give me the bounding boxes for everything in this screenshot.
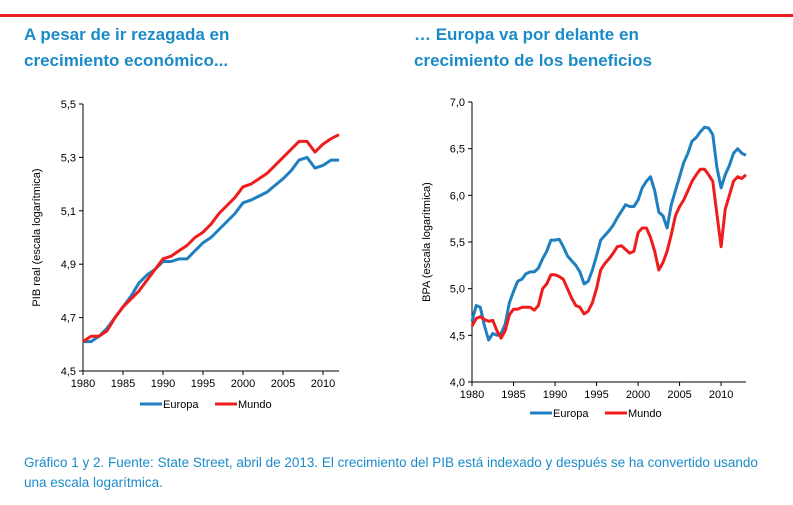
legend-label-mundo: Mundo [628, 408, 662, 420]
x-tick-label: 2010 [311, 378, 335, 390]
x-tick-label: 2000 [626, 389, 650, 401]
y-tick-label: 4,5 [61, 366, 76, 378]
series-line-europa [470, 125, 747, 342]
x-tick-label: 1985 [501, 389, 525, 401]
x-tick-label: 2005 [271, 378, 295, 390]
y-tick-label: 6,0 [450, 190, 465, 202]
figure-caption: Gráfico 1 y 2. Fuente: State Street, abr… [24, 455, 758, 490]
y-tick-label: 4,9 [61, 259, 76, 271]
chart-1: 4,5 4,7 4,9 5,1 5,3 5,5 1980 1985 1990 1995 2000 20… [31, 99, 340, 411]
right-chart-title: … Europa va por delante en crecimiento d… [414, 22, 652, 74]
x-tick-label: 1980 [460, 389, 484, 401]
chart-2: 4,0 4,5 5,0 5,5 6,0 6,5 7,0 1980 1985 1990 1995 200… [421, 97, 747, 420]
x-tick-label: 1985 [111, 378, 135, 390]
y-tick-label: 5,3 [61, 152, 76, 164]
y-tick-label: 5,1 [61, 206, 76, 218]
y-tick-label: 6,5 [450, 144, 465, 156]
legend-label-mundo: Mundo [238, 399, 272, 411]
y-tick-label: 4,7 [61, 313, 76, 325]
y-tick-label: 5,5 [61, 99, 76, 111]
y-axis-label: BPA (escala logarítmica) [421, 182, 433, 302]
x-tick-label: 1990 [543, 389, 567, 401]
left-title-line-2: crecimiento económico... [24, 51, 229, 70]
legend-label-europa: Europa [553, 408, 589, 420]
x-tick-label: 1995 [191, 378, 215, 390]
header-accent-line [0, 14, 793, 17]
series-line-europa [83, 155, 339, 344]
x-tick-label: 1995 [584, 389, 608, 401]
x-tick-label: 2000 [231, 378, 255, 390]
left-chart-title: A pesar de ir rezagada en crecimiento ec… [24, 22, 229, 74]
x-tick-label: 2005 [667, 389, 691, 401]
y-tick-label: 4,5 [450, 330, 465, 342]
left-title-line-1: A pesar de ir rezagada en [24, 25, 230, 44]
y-axis-label: PIB real (escala logarítmica) [31, 168, 43, 306]
x-tick-label: 2010 [709, 389, 733, 401]
series-line-mundo [82, 133, 340, 343]
right-title-line-1: … Europa va por delante en [414, 25, 639, 44]
right-title-line-2: crecimiento de los beneficios [414, 51, 653, 70]
series-line-mundo [470, 167, 747, 340]
y-tick-label: 4,0 [450, 377, 465, 389]
legend-label-europa: Europa [163, 399, 199, 411]
y-tick-label: 5,5 [450, 237, 465, 249]
y-tick-label: 5,0 [450, 284, 465, 296]
y-tick-label: 7,0 [450, 97, 465, 109]
x-tick-label: 1980 [71, 378, 95, 390]
x-tick-label: 1990 [151, 378, 175, 390]
